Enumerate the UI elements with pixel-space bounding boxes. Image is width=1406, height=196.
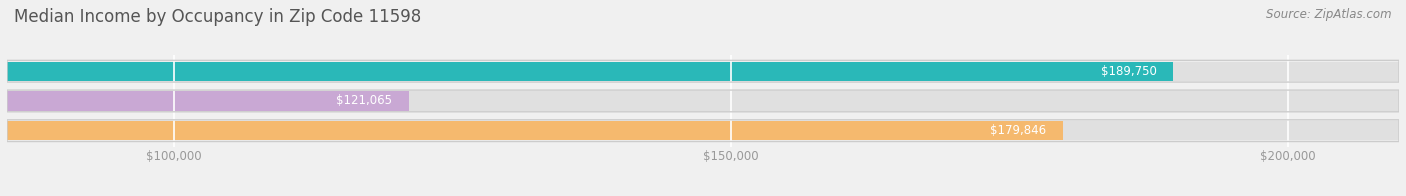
Bar (0, 121, 1063, 140)
Bar (0, 121, 1399, 140)
Text: $179,846: $179,846 (990, 124, 1046, 137)
Text: $189,750: $189,750 (1101, 65, 1157, 78)
Bar (0, 91, 409, 111)
Bar (0, 62, 1174, 81)
Bar (0, 62, 1399, 81)
Text: $121,065: $121,065 (336, 94, 392, 107)
Text: Source: ZipAtlas.com: Source: ZipAtlas.com (1267, 8, 1392, 21)
Bar (0, 91, 1399, 111)
Text: Median Income by Occupancy in Zip Code 11598: Median Income by Occupancy in Zip Code 1… (14, 8, 422, 26)
